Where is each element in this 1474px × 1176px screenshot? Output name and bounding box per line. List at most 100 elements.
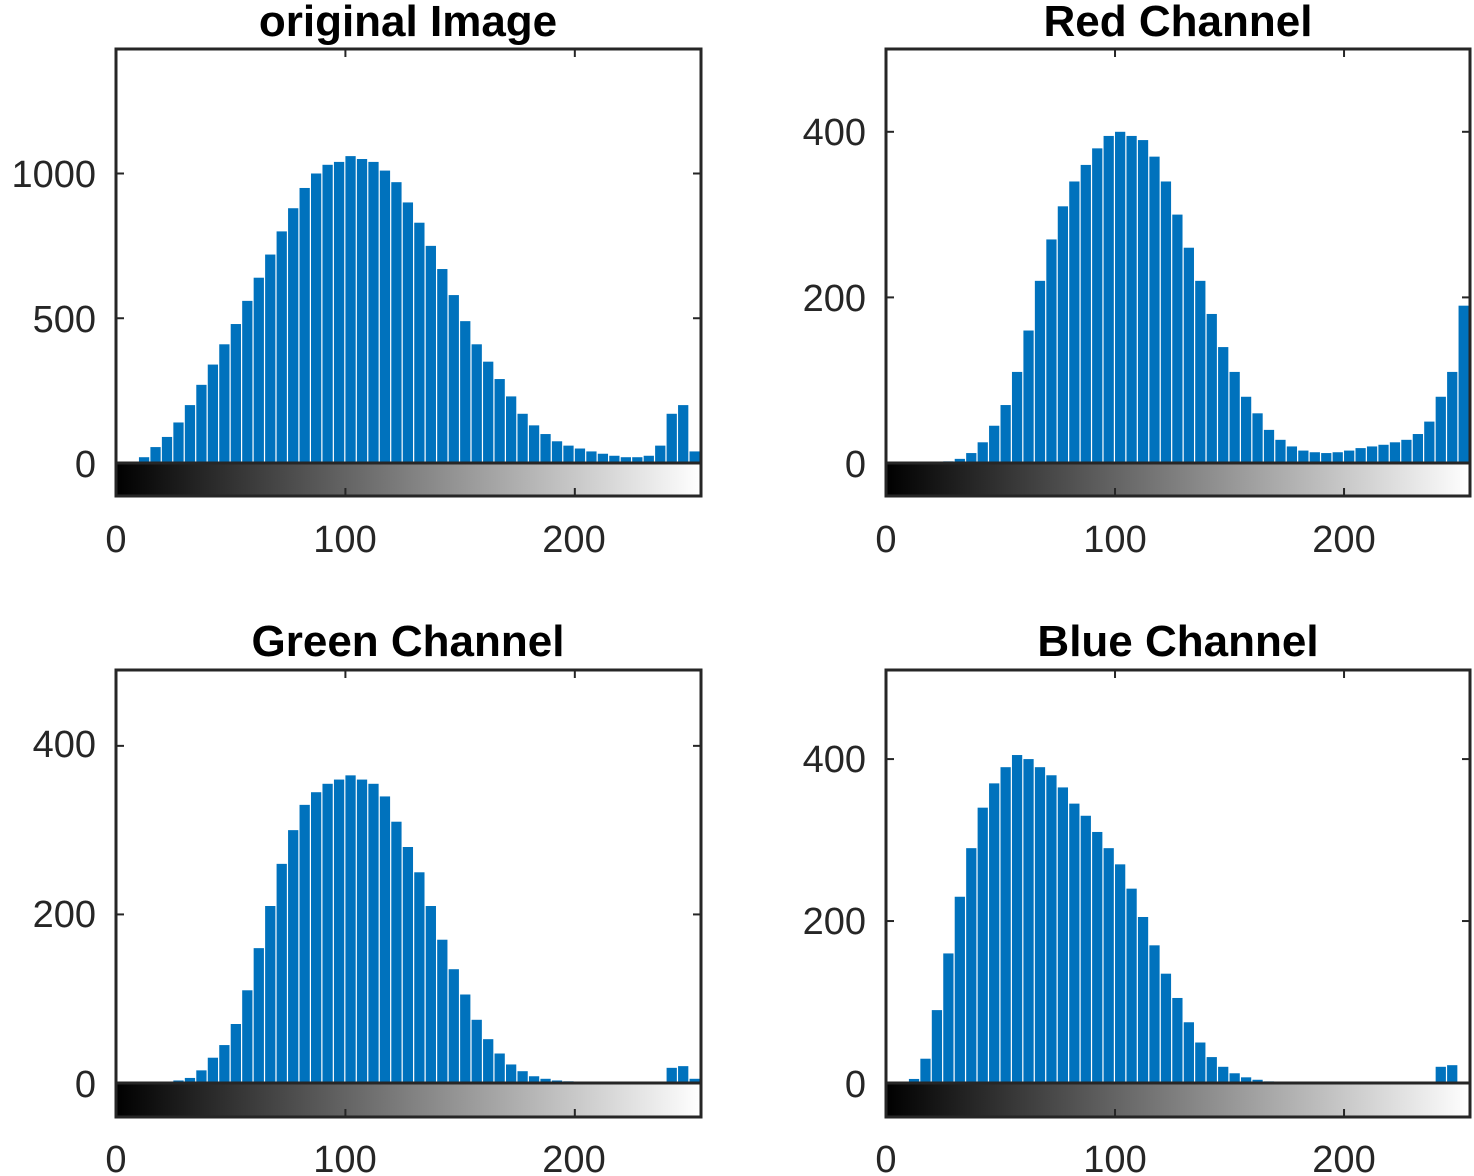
bar-group — [161, 775, 700, 1083]
histogram-bar — [1160, 973, 1172, 1083]
histogram-bar — [471, 1019, 482, 1083]
histogram-bar — [368, 161, 379, 463]
histogram-bar — [356, 779, 368, 1083]
histogram-bar — [1011, 371, 1023, 463]
histogram-bar — [943, 953, 954, 1083]
histogram-bar — [207, 364, 219, 463]
histogram-bar — [414, 222, 425, 463]
histogram-bar — [1092, 148, 1103, 464]
histogram-bar — [379, 170, 391, 463]
tick-marks — [115, 49, 701, 496]
histogram-bar — [448, 295, 459, 463]
y-tick-label: 200 — [803, 901, 866, 943]
histogram-bar — [1046, 239, 1057, 463]
histogram-bar — [1412, 434, 1423, 463]
histogram-bar — [678, 1066, 689, 1083]
histogram-bar — [138, 457, 150, 463]
histogram-bar — [1080, 815, 1091, 1083]
histogram-bar — [1183, 247, 1194, 463]
histogram-bar — [977, 807, 988, 1083]
histogram-bar — [253, 277, 264, 463]
histogram-bar — [551, 441, 563, 463]
histogram-bar — [1218, 1066, 1229, 1083]
tick-marks — [885, 670, 1470, 1117]
histogram-bar — [196, 384, 207, 463]
histogram-bar — [966, 848, 977, 1083]
subplot-blue-channel: Blue Channel 0 100 200 0 200 400 — [803, 617, 1472, 1176]
histogram-bar — [219, 1045, 230, 1083]
histogram-bar — [1424, 421, 1435, 463]
histogram-bar — [1229, 371, 1240, 463]
axes-frame — [884, 47, 1472, 498]
histogram-bar — [1103, 848, 1114, 1083]
histogram-bar — [196, 1070, 207, 1083]
histogram-bar — [414, 872, 425, 1083]
histogram-bar — [265, 254, 276, 463]
histogram-bar — [1252, 413, 1263, 463]
axes-frame — [114, 668, 703, 1119]
grayscale-colorbar — [886, 463, 1470, 496]
histogram-bar — [356, 159, 368, 463]
histogram-bar — [506, 396, 517, 463]
histogram-bar — [1332, 452, 1343, 463]
histogram-bar — [391, 821, 402, 1083]
histogram-bar — [1401, 439, 1412, 463]
x-tick-label: 100 — [1083, 519, 1146, 561]
histogram-bar — [1103, 135, 1114, 463]
histogram-bar — [368, 783, 379, 1083]
histogram-bar — [207, 1057, 219, 1083]
y-tick-label: 0 — [845, 444, 866, 486]
histogram-bar — [1011, 755, 1023, 1083]
histogram-bar — [494, 1053, 505, 1083]
chart-title: Green Channel — [252, 617, 565, 666]
y-tick-label: 200 — [33, 894, 96, 936]
histogram-bar — [1435, 396, 1446, 463]
histogram-bar — [632, 457, 643, 463]
axes-box — [884, 47, 1472, 498]
histogram-bar — [620, 457, 631, 463]
histogram-bar — [333, 161, 345, 463]
colorbar-gradient — [886, 463, 1470, 496]
x-tick-label: 0 — [875, 1139, 896, 1176]
subplot-green-channel: Green Channel 0 100 200 0 200 400 — [33, 617, 703, 1176]
histogram-bar — [1206, 313, 1217, 463]
histogram-bar — [1046, 775, 1057, 1083]
subplot-original-image: original Image 0 100 200 0 500 1000 — [11, 0, 703, 561]
histogram-bar — [1069, 181, 1080, 464]
histogram-bar — [977, 442, 988, 463]
y-tick-label: 1000 — [11, 154, 96, 196]
histogram-bar — [345, 156, 356, 463]
histogram-bar — [1447, 1065, 1458, 1083]
histogram-bar — [1321, 453, 1332, 463]
histogram-bar — [1137, 140, 1149, 463]
histogram-bar — [989, 783, 1000, 1083]
histogram-bar — [920, 1058, 931, 1083]
histogram-bar — [1092, 831, 1103, 1083]
histogram-bar — [1378, 444, 1389, 463]
histogram-bar — [666, 413, 677, 463]
chart-title: original Image — [259, 0, 557, 46]
tick-marks — [885, 49, 1470, 496]
histogram-bar — [1160, 181, 1172, 464]
axes-box — [884, 668, 1472, 1119]
histogram-bar — [1057, 787, 1069, 1083]
y-tick-label: 0 — [75, 444, 96, 486]
histogram-bar — [299, 187, 310, 463]
axes-frame — [884, 668, 1472, 1119]
chart-title: Blue Channel — [1037, 617, 1318, 666]
histogram-bar — [1298, 450, 1309, 463]
histogram-bar — [391, 182, 402, 464]
histogram-bar — [288, 208, 299, 463]
histogram-bar — [908, 1078, 920, 1083]
histogram-bar — [230, 1024, 241, 1083]
y-tick-label: 400 — [803, 739, 866, 781]
histogram-bar — [471, 344, 482, 463]
histogram-bar — [1172, 214, 1183, 463]
histogram-bar — [184, 1077, 196, 1083]
histogram-bar — [1355, 448, 1366, 463]
histogram-bar — [448, 969, 459, 1083]
bar-group — [127, 156, 700, 464]
histogram-bar — [437, 269, 448, 463]
y-tick-label: 200 — [803, 278, 866, 320]
grayscale-colorbar — [116, 1083, 701, 1117]
